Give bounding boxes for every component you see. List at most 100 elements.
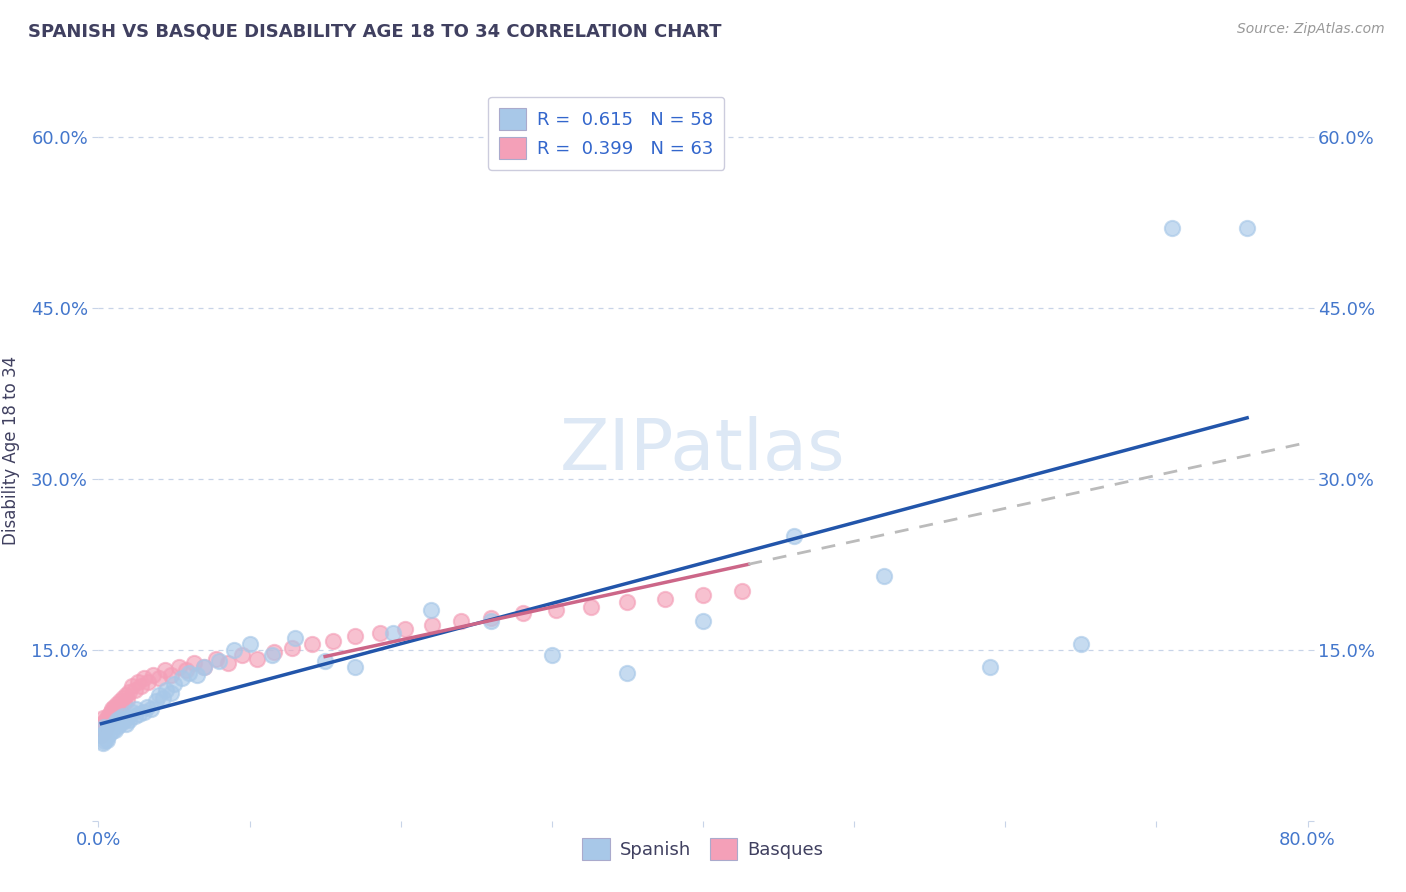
- Point: [155, 682, 177, 697]
- Point: [160, 668, 183, 682]
- Point: [148, 671, 170, 685]
- Point: [179, 665, 201, 680]
- Point: [167, 660, 190, 674]
- Point: [163, 677, 186, 691]
- Point: [512, 607, 534, 621]
- Point: [284, 632, 307, 646]
- Point: [731, 583, 754, 598]
- Point: [420, 603, 443, 617]
- Point: [231, 648, 253, 663]
- Point: [263, 645, 285, 659]
- Point: [579, 599, 602, 614]
- Point: [107, 719, 129, 733]
- Point: [481, 611, 503, 625]
- Point: [186, 668, 208, 682]
- Point: [111, 690, 134, 705]
- Point: [322, 633, 344, 648]
- Point: [96, 732, 118, 747]
- Point: [115, 711, 138, 725]
- Point: [540, 648, 562, 663]
- Point: [98, 707, 121, 722]
- Point: [110, 699, 132, 714]
- Point: [94, 714, 117, 728]
- Point: [394, 622, 416, 636]
- Point: [93, 716, 115, 731]
- Point: [174, 663, 197, 677]
- Point: [96, 711, 118, 725]
- Point: [104, 723, 127, 737]
- Point: [217, 657, 239, 671]
- Point: [344, 660, 367, 674]
- Point: [101, 702, 124, 716]
- Text: Source: ZipAtlas.com: Source: ZipAtlas.com: [1237, 22, 1385, 37]
- Point: [1070, 637, 1092, 651]
- Point: [112, 714, 135, 728]
- Point: [107, 702, 129, 716]
- Point: [98, 714, 121, 728]
- Point: [125, 702, 148, 716]
- Point: [100, 711, 122, 725]
- Point: [246, 652, 269, 666]
- Point: [153, 663, 176, 677]
- Point: [142, 668, 165, 682]
- Point: [114, 716, 136, 731]
- Point: [118, 685, 141, 699]
- Point: [132, 706, 155, 720]
- Point: [91, 711, 114, 725]
- Point: [91, 736, 114, 750]
- Point: [110, 715, 132, 730]
- Point: [128, 706, 150, 721]
- Point: [103, 716, 125, 731]
- Point: [108, 694, 131, 708]
- Point: [108, 711, 131, 725]
- Point: [183, 657, 205, 671]
- Point: [93, 720, 115, 734]
- Text: ZIPatlas: ZIPatlas: [560, 416, 846, 485]
- Point: [93, 724, 115, 739]
- Point: [115, 693, 138, 707]
- Point: [124, 682, 146, 697]
- Point: [141, 702, 163, 716]
- Point: [281, 640, 304, 655]
- Point: [692, 615, 714, 629]
- Point: [94, 724, 117, 739]
- Point: [344, 629, 367, 643]
- Point: [90, 728, 112, 742]
- Point: [205, 652, 228, 666]
- Point: [93, 734, 115, 748]
- Point: [208, 654, 231, 668]
- Point: [103, 709, 125, 723]
- Point: [616, 595, 638, 609]
- Point: [105, 714, 128, 728]
- Point: [114, 689, 136, 703]
- Point: [98, 727, 121, 741]
- Point: [692, 588, 714, 602]
- Point: [90, 716, 112, 731]
- Point: [124, 709, 146, 723]
- Point: [314, 654, 336, 668]
- Point: [145, 694, 167, 708]
- Point: [148, 689, 170, 703]
- Point: [654, 591, 676, 606]
- Point: [1160, 221, 1182, 235]
- Point: [979, 660, 1001, 674]
- Point: [100, 706, 122, 720]
- Point: [1236, 221, 1258, 235]
- Point: [100, 720, 122, 734]
- Point: [546, 603, 568, 617]
- Point: [160, 686, 183, 700]
- Point: [873, 568, 896, 582]
- Point: [783, 529, 806, 543]
- Point: [152, 690, 174, 705]
- Point: [127, 674, 149, 689]
- Y-axis label: Disability Age 18 to 34: Disability Age 18 to 34: [1, 356, 20, 545]
- Point: [132, 671, 155, 685]
- Point: [450, 615, 472, 629]
- Point: [382, 625, 405, 640]
- Point: [91, 723, 114, 737]
- Point: [136, 674, 159, 689]
- Point: [170, 671, 193, 685]
- Point: [481, 615, 503, 629]
- Point: [121, 679, 143, 693]
- Point: [135, 699, 157, 714]
